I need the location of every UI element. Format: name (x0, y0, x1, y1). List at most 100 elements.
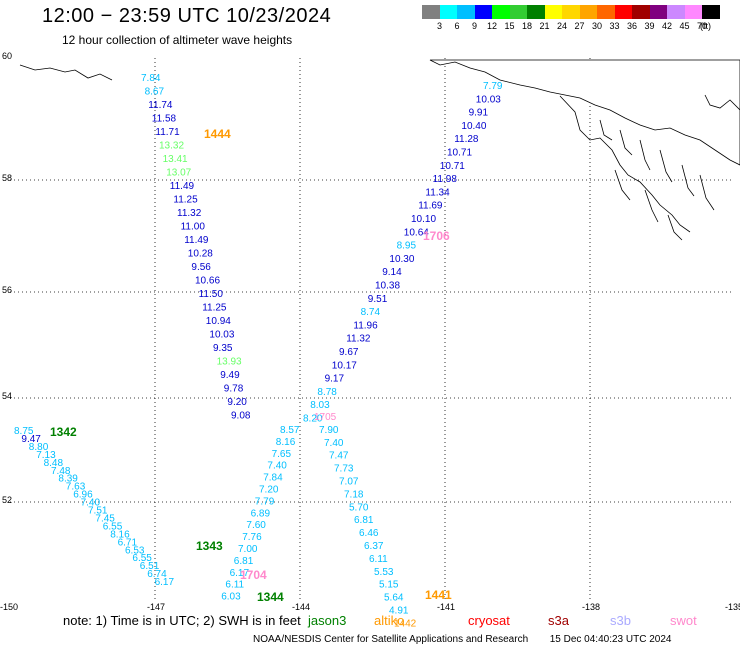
color-scale-label: 70 (696, 21, 707, 31)
latitude-label: 54 (2, 391, 12, 401)
wave-height-value: 10.40 (461, 121, 486, 132)
wave-height-value: 6.51 (140, 561, 160, 572)
wave-height-value: 10.17 (332, 360, 357, 371)
wave-height-value: 11.69 (418, 201, 443, 212)
longitude-label: -144 (292, 602, 310, 612)
wave-height-value: 7.73 (334, 464, 354, 475)
legend-item-s3b: s3b (610, 613, 631, 628)
track-1344: 1344 (257, 590, 284, 604)
wave-height-value: 6.11 (225, 580, 244, 591)
wave-height-value: 13.32 (159, 141, 184, 152)
wave-height-value: 9.08 (231, 411, 251, 422)
wave-height-value: 8.39 (58, 474, 78, 485)
pass-time-label: 1706 (423, 229, 450, 243)
track-1706: 7.79 10.03 9.91 10.40 11.28 10.71 10.71 11.98 11… (303, 81, 503, 425)
pass-time-label: 1343 (196, 539, 223, 553)
wave-height-value: 11.71 (155, 127, 180, 138)
color-scale-label: 27 (574, 21, 585, 31)
wave-height-value: 10.28 (188, 249, 213, 260)
wave-height-value: 7.13 (36, 450, 56, 461)
color-scale-label: 15 (504, 21, 515, 31)
wave-height-value: 10.30 (389, 254, 414, 265)
longitude-label: -141 (437, 602, 455, 612)
wave-height-value: 8.95 (397, 241, 417, 252)
pass-time-label: 1704 (240, 568, 267, 582)
wave-height-value: 8.57 (280, 425, 300, 436)
wave-height-value: 9.47 (21, 434, 41, 445)
color-scale-swatch (544, 5, 562, 19)
wave-height-value: 7.47 (329, 451, 349, 462)
color-scale-label: 3 (436, 21, 442, 31)
latitude-label: 58 (2, 173, 12, 183)
wave-height-value: 8.16 (110, 529, 130, 540)
wave-height-value: 7.60 (246, 520, 266, 531)
wave-height-value: 5.70 (349, 502, 369, 513)
wave-height-value: 11.28 (454, 134, 479, 145)
lat-lon-grid: -150 -147 -144 -141 -138 -135 60 58 56 54 52 (0, 51, 740, 612)
wave-height-value: 9.35 (213, 343, 233, 354)
color-scale-label: 24 (556, 21, 567, 31)
wave-height-value: 7.00 (238, 544, 258, 555)
footer-credit-text: NOAA/NESDIS Center for Satellite Applica… (253, 634, 529, 645)
wave-height-value: 4.91 (389, 606, 409, 617)
wave-height-value: 6.71 (118, 537, 138, 548)
pass-time-label: 1344 (257, 590, 284, 604)
wave-height-value: 5.15 (379, 580, 399, 591)
wave-height-value: 13.07 (166, 168, 191, 179)
longitude-label: -135 (725, 602, 740, 612)
wave-height-value: 7.18 (344, 489, 364, 500)
wave-height-value: 9.56 (191, 262, 211, 273)
wave-height-value: 10.64 (404, 227, 429, 238)
legend-item-jason3: jason3 (308, 613, 347, 628)
track-1444: 7.84 8.67 11.74 11.58 11.71 13.32 13.41 13.07 11… (141, 73, 251, 422)
legend-item-cryosat: cryosat (468, 613, 510, 628)
wave-height-value: 10.38 (375, 281, 400, 292)
wave-height-value: 11.58 (152, 114, 177, 125)
wave-height-value: 11.32 (346, 334, 371, 345)
wave-height-value: 6.81 (354, 515, 374, 526)
track-1441: 1705 7.90 7.40 7.47 7.73 7.077.18 5.70 6.81 6.46… (314, 412, 452, 629)
wave-height-value: 6.37 (364, 541, 384, 552)
wave-height-value: 10.71 (447, 148, 472, 159)
color-scale-unit: (ft) (700, 21, 711, 31)
pass-time-label: 1444 (204, 127, 231, 141)
wave-height-value: 11.49 (184, 235, 209, 246)
legend-item-swot: swot (670, 613, 697, 628)
color-scale-label: 36 (626, 21, 637, 31)
color-scale-swatch (667, 5, 685, 19)
color-scale-swatch (562, 5, 580, 19)
wave-height-value: 7.79 (255, 496, 275, 507)
wave-height-value: 8.78 (317, 387, 337, 398)
footer-credit: NOAA/NESDIS Center for Satellite Applica… (253, 634, 671, 645)
wave-height-value: 7.45 (95, 513, 115, 524)
longitude-label: -150 (0, 602, 18, 612)
color-scale-swatch (614, 5, 632, 19)
wave-height-value: 6.03 (221, 592, 241, 603)
wave-height-value: 5.53 (374, 567, 394, 578)
wave-height-value: 11.25 (173, 195, 198, 206)
wave-height-value: 6.96 (73, 490, 93, 501)
coastline-alaska (19, 59, 740, 241)
wave-height-value: 7.84 (141, 73, 161, 84)
wave-height-value: 9.14 (382, 267, 402, 278)
pass-time-label: 1342 (50, 425, 77, 439)
color-scale-label: 33 (609, 21, 620, 31)
wave-height-value: 11.32 (177, 208, 202, 219)
color-scale-label: 21 (539, 21, 550, 31)
wave-height-value: 6.46 (359, 528, 379, 539)
wave-height-value: 7.65 (272, 449, 292, 460)
wave-height-value: 1442 (394, 618, 417, 629)
track-1343: 8.578.167.657.407.847.207.796.897.607.76… (196, 425, 300, 603)
wave-height-value: 10.66 (195, 276, 220, 287)
wave-height-value: 8.80 (29, 442, 49, 453)
wave-height-value: 8.16 (276, 437, 296, 448)
color-scale-swatch (632, 5, 650, 19)
footer-timestamp: 15 Dec 04:40:23 UTC 2024 (549, 634, 672, 645)
color-scale-label: 30 (591, 21, 602, 31)
color-scale-swatch (492, 5, 510, 19)
legend-item-altiko: altiko (374, 613, 405, 628)
wave-height-value: 7.51 (88, 506, 108, 517)
wave-height-value: 5.64 (384, 593, 404, 604)
wave-height-value: 6.11 (369, 554, 388, 565)
color-scale-label: 6 (454, 21, 460, 31)
